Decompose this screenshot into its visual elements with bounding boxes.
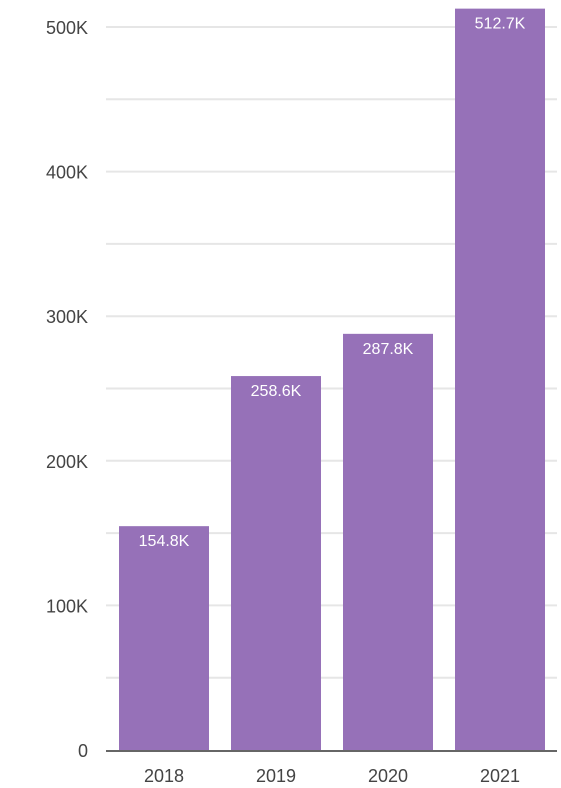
- x-tick-label: 2021: [480, 766, 520, 786]
- bars: [119, 8, 545, 750]
- y-axis-ticks: 0 100K 200K 300K 400K 500K: [46, 18, 88, 761]
- data-label-2018: 154.8K: [139, 533, 190, 550]
- x-tick-label: 2018: [144, 766, 184, 786]
- x-axis-ticks: 2018 2019 2020 2021: [144, 766, 520, 786]
- data-labels: 154.8K 258.6K 287.8K 512.7K: [139, 16, 526, 551]
- y-tick-label: 200K: [46, 452, 88, 472]
- y-tick-label: 500K: [46, 18, 88, 38]
- bar-2019: [231, 376, 321, 750]
- data-label-2019: 258.6K: [251, 383, 302, 400]
- y-tick-label: 0: [78, 741, 88, 761]
- y-tick-label: 300K: [46, 307, 88, 327]
- y-tick-label: 400K: [46, 163, 88, 183]
- x-tick-label: 2019: [256, 766, 296, 786]
- data-label-2021: 512.7K: [475, 16, 526, 33]
- x-tick-label: 2020: [368, 766, 408, 786]
- bar-2020: [343, 333, 433, 750]
- data-label-2020: 287.8K: [363, 341, 414, 358]
- bar-2018: [119, 526, 209, 750]
- y-tick-label: 100K: [46, 596, 88, 616]
- bar-2021: [455, 8, 545, 750]
